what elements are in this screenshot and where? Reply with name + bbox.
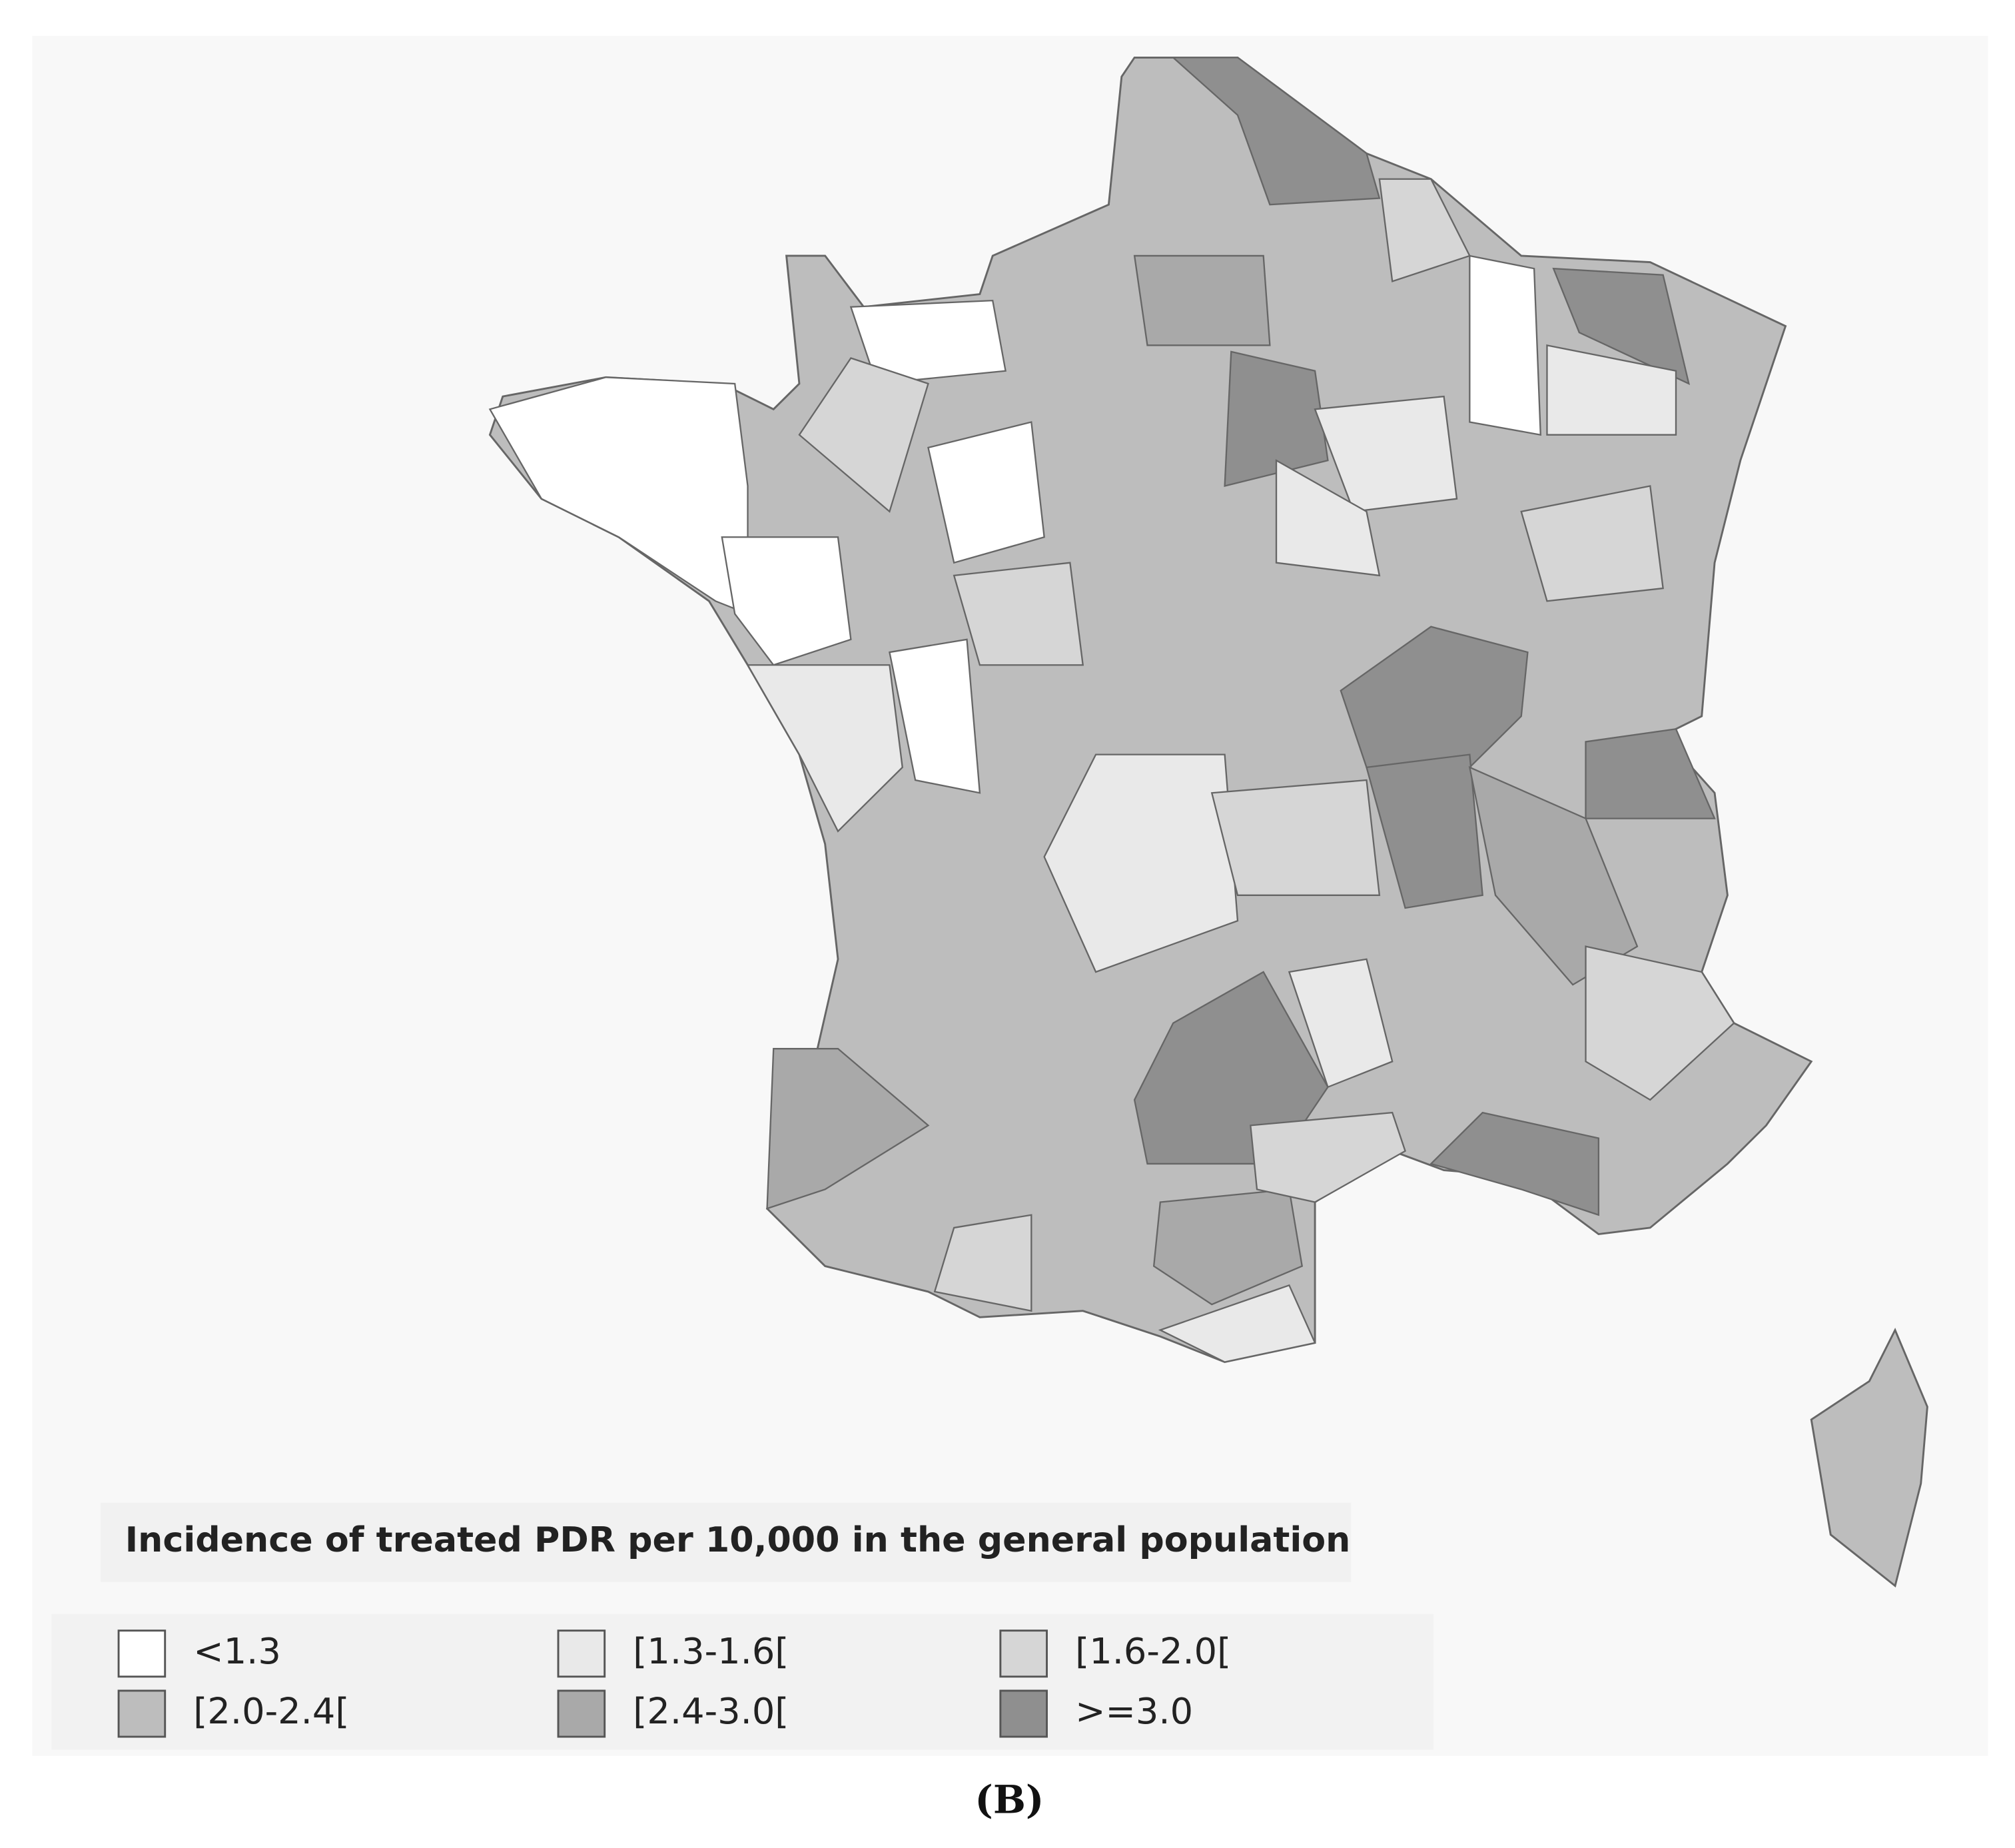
department: [766, 1048, 930, 1210]
department: [1288, 958, 1394, 1089]
legend-swatch: [557, 1689, 606, 1738]
department: [1224, 350, 1329, 487]
map: [488, 56, 1928, 1588]
legend-label: <1.3: [193, 1630, 281, 1672]
department: [746, 664, 903, 833]
legend-title: Incidence of treated PDR per 10,000 in t…: [125, 1520, 1351, 1560]
legend-label: [2.4-3.0[: [633, 1690, 789, 1732]
department: [1520, 485, 1664, 602]
department: [849, 299, 1007, 385]
department: [721, 536, 852, 666]
department: [889, 638, 981, 794]
department: [1314, 395, 1458, 513]
department: [1585, 945, 1735, 1101]
legend-swatch: [557, 1629, 606, 1678]
department: [1366, 753, 1483, 909]
department: [953, 562, 1084, 666]
department: [927, 421, 1045, 564]
caption: (B): [975, 1777, 1044, 1823]
department: [1585, 727, 1716, 819]
title-box: [100, 1502, 1352, 1582]
department: [1275, 459, 1381, 577]
department: [933, 1214, 1032, 1312]
department: [1133, 254, 1271, 346]
legend-label: >=3.0: [1075, 1690, 1193, 1732]
department: [1210, 779, 1381, 896]
department: [1043, 753, 1239, 973]
department: [1546, 344, 1677, 436]
legend-swatch: [999, 1629, 1048, 1678]
department: [1378, 178, 1471, 282]
department: [1158, 1284, 1316, 1363]
legend-label: [1.6-2.0[: [1075, 1630, 1231, 1672]
legend-label: [2.0-2.4[: [193, 1690, 349, 1732]
department: [1250, 1111, 1406, 1203]
legend-box: [51, 1614, 1434, 1750]
department: [798, 357, 929, 513]
department: [1171, 57, 1381, 206]
department: [1552, 267, 1691, 385]
legend-swatch: [117, 1629, 167, 1678]
legend-label: [1.3-1.6[: [633, 1630, 789, 1672]
legend-swatch: [999, 1689, 1048, 1738]
department: [1469, 254, 1541, 436]
department: [1810, 1328, 1928, 1588]
legend-swatch: [117, 1689, 167, 1738]
department: [1429, 1111, 1600, 1216]
legend: <1.3 [1.3-1.6[ [1.6-2.0[ [2.0-2.4[ [2.4-3.0[…: [117, 1629, 1231, 1738]
